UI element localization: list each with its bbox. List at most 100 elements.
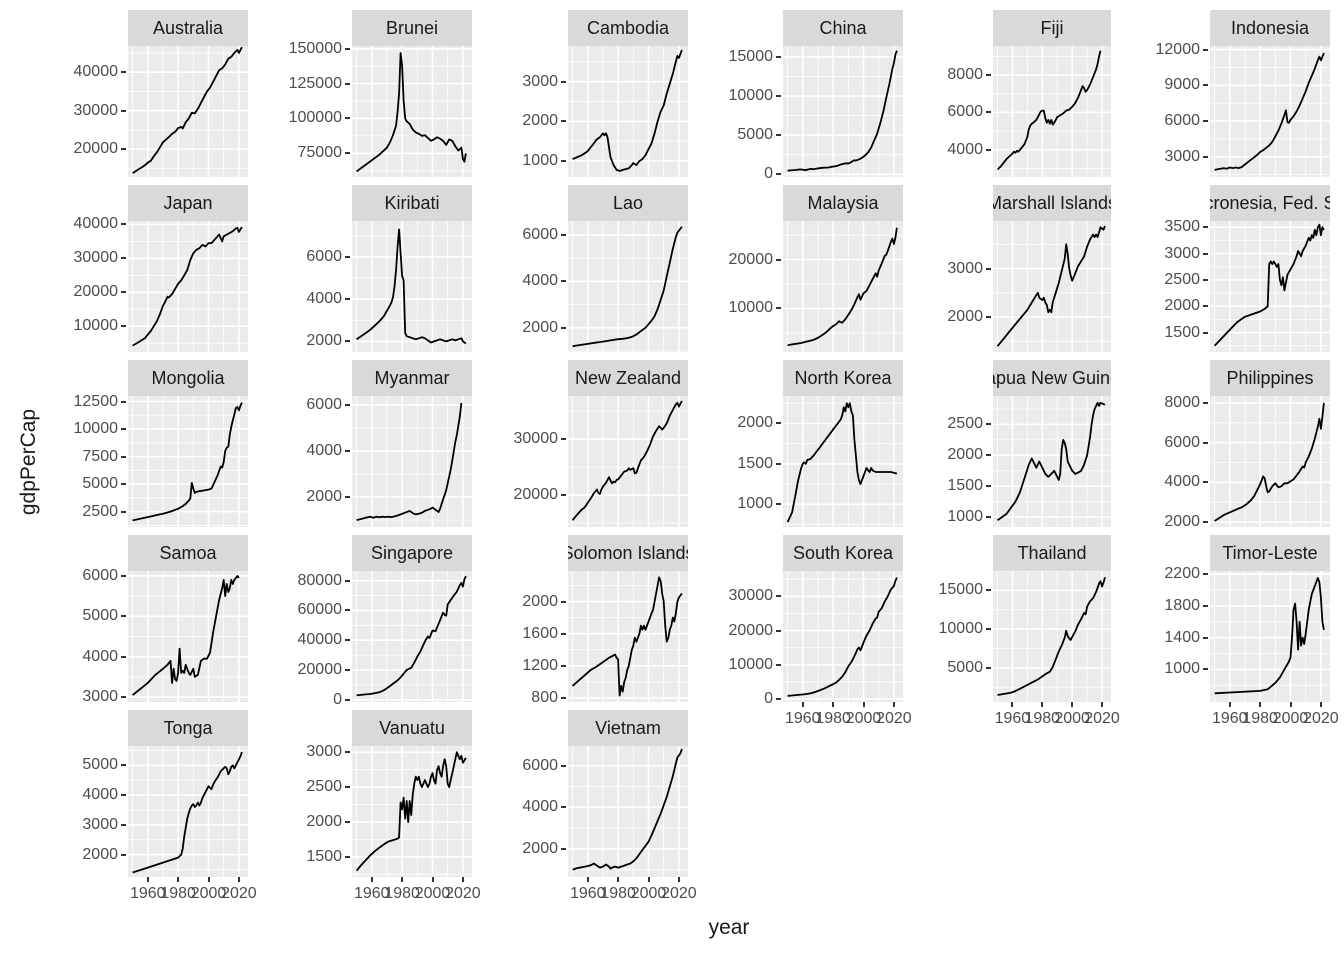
y-tick-label: 1500 <box>306 847 342 865</box>
y-tick-mark <box>1203 668 1208 671</box>
y-tick-label: 2000 <box>947 446 983 464</box>
data-line-Myanmar <box>356 402 463 521</box>
y-tick-label: 3500 <box>1164 218 1200 236</box>
data-line-Papua New Guinea <box>996 401 1106 521</box>
y-tick-mark <box>561 160 566 163</box>
facet-strip-Thailand: Thailand <box>993 535 1111 571</box>
y-tick-label: 10000 <box>728 87 774 105</box>
y-tick-label: 3000 <box>522 72 558 90</box>
x-tick-mark <box>586 877 589 882</box>
y-tick-label: 2000 <box>522 112 558 130</box>
y-tick-label: 2000 <box>1164 297 1200 315</box>
x-tick-label: 2000 <box>630 885 667 902</box>
y-tick-label: 1000 <box>737 495 773 513</box>
y-tick-label: 4000 <box>1164 473 1200 491</box>
data-line-China <box>787 50 898 172</box>
y-tick-label: 10000 <box>728 299 774 317</box>
y-tick-mark <box>986 316 991 319</box>
data-line-Australia <box>132 46 243 174</box>
y-tick-mark <box>121 325 126 328</box>
facet-strip-Philippines: Philippines <box>1210 360 1330 396</box>
y-tick-mark <box>561 600 566 603</box>
facet-strip-Myanmar: Myanmar <box>352 360 472 396</box>
facet-panel-Solomon Islands <box>568 571 688 702</box>
x-tick-label: 2020 <box>661 885 697 902</box>
y-tick-mark <box>986 267 991 270</box>
x-tick-label: 2020 <box>445 885 481 902</box>
y-tick-mark <box>1203 305 1208 308</box>
x-tick-mark <box>1041 702 1044 707</box>
facet-panel-Papua New Guinea <box>993 396 1111 527</box>
y-tick-label: 6000 <box>522 225 558 243</box>
x-tick-label: 1980 <box>1242 710 1278 727</box>
y-tick-mark <box>986 589 991 592</box>
x-tick-mark <box>1101 702 1104 707</box>
y-tick-mark <box>561 664 566 667</box>
y-tick-mark <box>345 698 350 701</box>
facet-panel-North Korea <box>783 396 903 527</box>
y-tick-mark <box>121 853 126 856</box>
y-tick-label: 4000 <box>82 647 118 665</box>
y-tick-label: 8000 <box>947 66 983 83</box>
y-tick-label: 6000 <box>1164 433 1200 451</box>
x-tick-label: 2000 <box>1272 710 1309 727</box>
facet-panel-Malaysia <box>783 221 903 352</box>
y-tick-mark <box>561 80 566 83</box>
y-tick-mark <box>121 764 126 767</box>
data-line-Marshall Islands <box>996 225 1106 347</box>
y-tick-mark <box>121 794 126 797</box>
y-tick-label: 2500 <box>947 415 983 433</box>
y-tick-label: 15000 <box>938 581 984 599</box>
x-tick-label: 2000 <box>190 885 227 902</box>
y-tick-label: 4000 <box>522 798 558 816</box>
y-tick-mark <box>345 152 350 155</box>
y-tick-mark <box>345 820 350 823</box>
y-tick-mark <box>121 510 126 513</box>
y-tick-mark <box>121 223 126 226</box>
data-line-Vietnam <box>572 748 683 871</box>
y-tick-label: 5000 <box>82 475 118 493</box>
y-tick-label: 0 <box>764 165 773 183</box>
y-tick-mark <box>1203 48 1208 51</box>
y-tick-label: 5000 <box>947 658 983 676</box>
data-line-Fiji <box>996 50 1102 171</box>
facet-panel-Marshall Islands <box>993 221 1111 352</box>
y-tick-mark <box>345 751 350 754</box>
y-tick-label: 3000 <box>82 815 118 833</box>
facet-panel-Philippines <box>1210 396 1330 527</box>
data-line-Micronesia, Fed. Sts. <box>1213 223 1325 347</box>
y-tick-label: 4000 <box>947 140 983 158</box>
x-tick-label: 2020 <box>1084 710 1120 727</box>
y-tick-label: 100000 <box>288 109 342 127</box>
data-line-Kiribati <box>356 228 467 345</box>
facet-strip-Mongolia: Mongolia <box>128 360 248 396</box>
y-tick-label: 20000 <box>73 283 119 301</box>
y-tick-label: 5000 <box>737 126 773 144</box>
data-line-South Korea <box>787 577 898 697</box>
y-tick-mark <box>345 450 350 453</box>
y-tick-label: 30000 <box>728 587 774 605</box>
y-tick-mark <box>776 629 781 632</box>
y-tick-label: 2000 <box>737 414 773 432</box>
y-tick-label: 125000 <box>288 74 342 92</box>
facet-panel-Samoa <box>128 571 248 702</box>
x-tick-label: 2000 <box>414 885 451 902</box>
y-tick-label: 3000 <box>1164 244 1200 262</box>
y-tick-mark <box>561 280 566 283</box>
facet-panel-New Zealand <box>568 396 688 527</box>
x-axis-title: year <box>708 916 750 939</box>
data-line-Malaysia <box>787 227 898 347</box>
y-tick-label: 6000 <box>306 247 342 265</box>
y-tick-mark <box>986 485 991 488</box>
y-tick-mark <box>121 655 126 658</box>
y-tick-label: 8000 <box>1164 393 1200 411</box>
y-tick-mark <box>776 462 781 465</box>
y-tick-label: 3000 <box>82 688 118 706</box>
data-line-Lao <box>572 226 683 348</box>
y-tick-mark <box>776 595 781 598</box>
y-tick-label: 4000 <box>522 272 558 290</box>
x-tick-mark <box>1228 702 1231 707</box>
y-tick-mark <box>561 326 566 329</box>
x-tick-label: 1960 <box>569 885 606 902</box>
facet-panel-Singapore <box>352 571 472 702</box>
